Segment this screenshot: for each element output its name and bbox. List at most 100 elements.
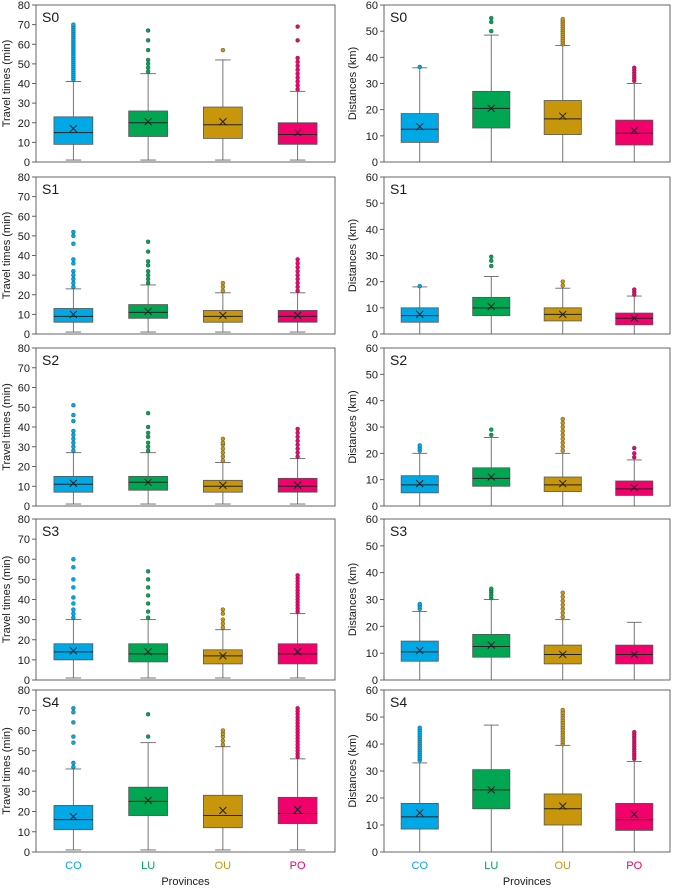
dist-s0-ylabel: Distances (km) (347, 47, 359, 120)
travel-s2-ytick-label: 20 (18, 462, 30, 474)
travel-s3-ytick-label: 60 (18, 554, 30, 566)
travel-s2-ytick-label: 60 (18, 383, 30, 395)
travel-s3-lu-outlier (145, 615, 151, 620)
travel-s4-ytick-label: 60 (18, 726, 30, 738)
travel-s1-ytick-label: 10 (18, 309, 30, 321)
travel-s0-po-outlier (295, 75, 300, 80)
dist-s3-co-outlier (417, 601, 422, 607)
travel-category-label-co: CO (65, 860, 82, 872)
travel-s0-po-outlier (295, 83, 300, 88)
travel-s3-ou-outlier (220, 617, 226, 622)
travel-s1-co-outlier (71, 257, 76, 262)
travel-s3-ou-outlier (220, 611, 226, 616)
travel-s0-co-box (53, 116, 94, 145)
travel-s2-ou-outlier (220, 458, 226, 463)
travel-s4-co-outlier (71, 740, 76, 745)
travel-s1-lu-outlier (145, 259, 151, 264)
dist-s0-lu-outlier (489, 19, 494, 25)
travel-s3-ytick-label: 50 (18, 574, 30, 586)
travel-s0-po-box (277, 122, 318, 145)
dist-s1-ylabel: Distances (km) (347, 219, 359, 292)
dist-s2-panel-label: S2 (390, 352, 407, 368)
travel-s4-ylabel: Travel times (min) (1, 727, 13, 815)
dist-s4-ylabel: Distances (km) (347, 734, 359, 807)
dist-s4-ytick-label: 30 (366, 766, 378, 778)
travel-s0-po-outlier (295, 87, 300, 92)
dist-s3-ylabel: Distances (km) (347, 563, 359, 636)
travel-s1-co-outlier (71, 229, 76, 235)
dist-s4-panel-label: S4 (390, 694, 407, 710)
travel-s2-lu-outlier (145, 440, 151, 445)
travel-s3-co-outlier (71, 611, 76, 616)
travel-s0-po-outlier (295, 71, 300, 76)
dist-s2-ytick-label: 60 (366, 343, 378, 355)
travel-s2-co-outlier (71, 440, 76, 445)
travel-s3-co-outlier (71, 577, 76, 582)
travel-s1-po-outlier (295, 288, 300, 294)
dist-s1-co-mean-marker (415, 310, 424, 319)
travel-s4-ou-outlier (220, 728, 226, 733)
dist-s2-ytick-label: 20 (366, 448, 378, 460)
dist-s1-lu-outlier (489, 254, 494, 259)
travel-s2-po-outlier (295, 450, 300, 455)
dist-s3-ou-outlier (560, 614, 565, 620)
dist-s2-ytick-label: 40 (366, 396, 378, 408)
travel-s4-ytick-label: 10 (18, 827, 30, 839)
travel-s4-ytick-label: 20 (18, 807, 30, 819)
travel-s0-ou-box (203, 106, 243, 139)
travel-s4-ytick-label: 40 (18, 766, 30, 778)
dist-s2-po-mean-marker (630, 483, 639, 492)
travel-s4-co-outlier (71, 764, 76, 770)
travel-s1-ou-outlier (220, 280, 226, 286)
travel-s1-co-outlier (71, 241, 76, 246)
dist-s0-ytick-label: 30 (366, 79, 378, 91)
travel-s3-po-outlier (295, 573, 300, 578)
travel-s1-ytick-label: 60 (18, 211, 30, 223)
dist-s0-ytick-label: 10 (366, 131, 378, 143)
dist-s0-ytick-label: 40 (366, 52, 378, 64)
dist-s3-ou-outlier (560, 594, 565, 599)
dist-s2-ou-outlier (560, 444, 565, 449)
dist-s2-co-mean-marker (415, 479, 424, 488)
travel-s2-ytick-label: 10 (18, 481, 30, 493)
travel-s3-co-outlier (71, 585, 76, 590)
travel-s1-co-mean-marker (69, 310, 78, 319)
dist-s3-lu-outlier (489, 586, 494, 591)
travel-s4-po-box (277, 796, 318, 825)
travel-s3-ou-box (203, 649, 243, 665)
travel-s1-lu-outlier (145, 269, 151, 274)
travel-s4-co-box (53, 805, 94, 831)
travel-s4-lu-outlier (145, 734, 151, 739)
travel-s4-lu-outlier (145, 712, 151, 717)
travel-s1-ytick-label: 20 (18, 290, 30, 302)
dist-s3-co-mean-marker (415, 646, 424, 655)
travel-s4-co-outlier (71, 720, 76, 725)
travel-s1-ytick-label: 70 (18, 192, 30, 204)
dist-s0-po-box (615, 119, 654, 146)
travel-category-label-lu: LU (141, 860, 155, 872)
travel-s0-po-outlier (295, 63, 300, 69)
travel-s1-ytick-label: 80 (18, 172, 30, 184)
travel-s2-co-outlier (71, 418, 76, 424)
travel-s2-co-outlier (71, 428, 76, 434)
travel-s4-co-outlier (71, 760, 76, 766)
dist-s2-ytick-label: 10 (366, 475, 378, 487)
dist-s4-ou-outlier (560, 707, 565, 713)
dist-s4-co-outlier (417, 725, 422, 730)
travel-s0-ytick-label: 60 (18, 39, 30, 51)
travel-s4-po-outlier (295, 706, 300, 711)
travel-s1-ytick-label: 50 (18, 231, 30, 243)
dist-s1-po-mean-marker (630, 314, 639, 323)
travel-s3-lu-outlier (145, 577, 151, 582)
dist-s2-ou-mean-marker (558, 479, 567, 488)
travel-s0-ytick-label: 80 (18, 0, 30, 12)
travel-s1-lu-outlier (145, 280, 151, 286)
travel-s4-ytick-label: 50 (18, 746, 30, 758)
dist-s3-ytick-label: 40 (366, 568, 378, 580)
dist-s2-po-outlier (632, 455, 637, 460)
dist-s3-ytick-label: 60 (366, 514, 378, 526)
dist-s4-po-mean-marker (630, 810, 639, 819)
travel-s1-lu-outlier (145, 276, 151, 282)
travel-s1-po-outlier (295, 265, 300, 270)
travel-s2-ou-outlier (220, 450, 226, 455)
